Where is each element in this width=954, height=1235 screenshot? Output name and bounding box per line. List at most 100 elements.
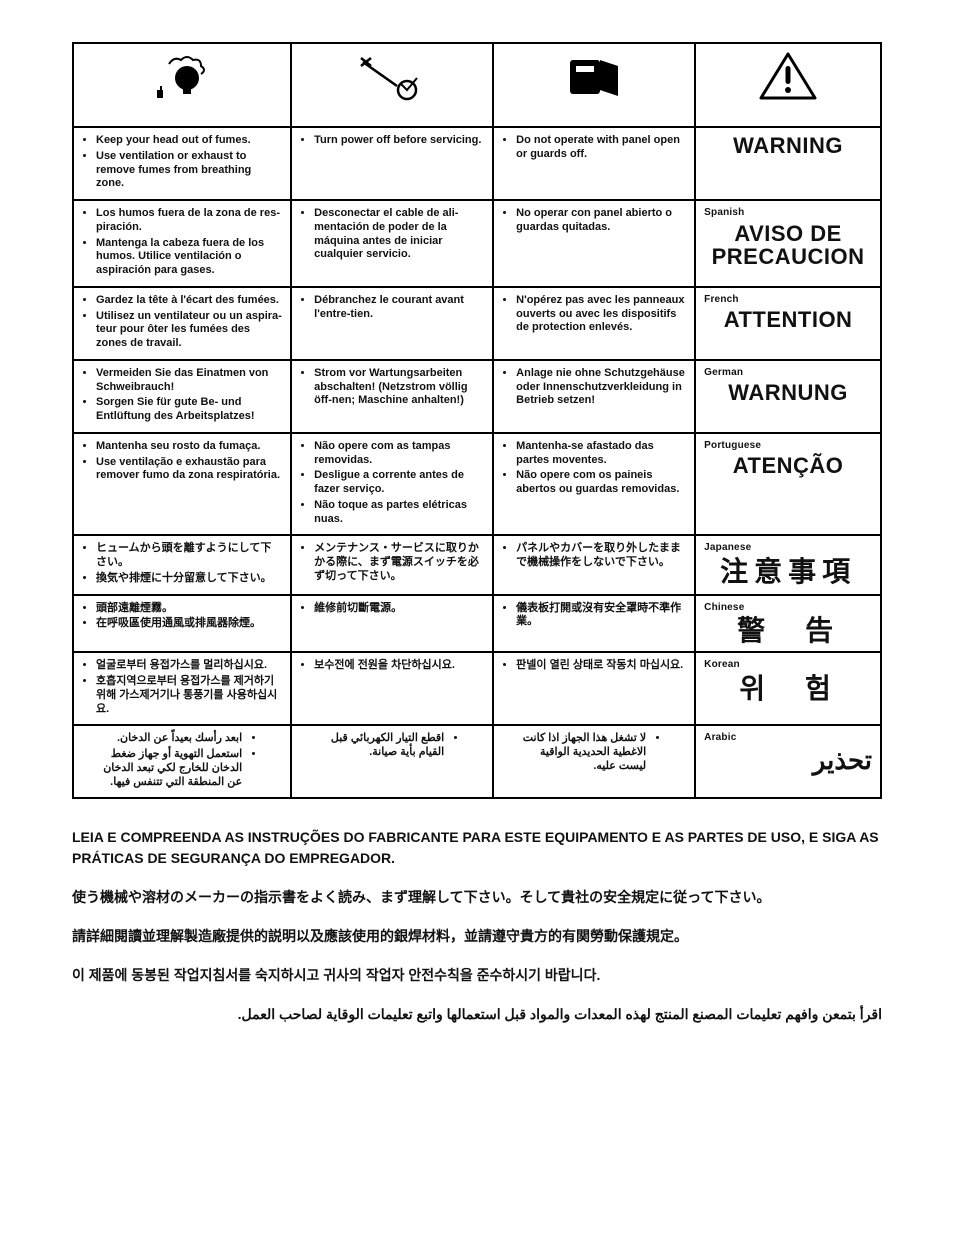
fumes-cell: 頭部遠離煙霧。在呼吸區使用通風或排風器除煙。: [73, 595, 291, 653]
bullet-text: Mantenha seu rosto da fumaça.: [96, 440, 282, 454]
bullet-text: 換気や排煙に十分留意して下さい。: [96, 572, 282, 586]
warning-word-cell: WARNING: [695, 127, 881, 200]
panel-icon-cell: [493, 43, 695, 127]
warning-word-cell: Korean 위 험: [695, 652, 881, 725]
bullet-text: ヒュームから頭を離すようにして下さい。: [96, 542, 282, 570]
table-row: Keep your head out of fumes. Use ventilat…: [73, 127, 881, 200]
bullet-text: Turn power off before servicing.: [314, 134, 484, 148]
fumes-cell: 얼굴로부터 용접가스를 멀리하십시요. 호흡지역으로부터 용접가스를 제거하기 위…: [73, 652, 291, 725]
fumes-cell: Mantenha seu rosto da fumaça. Use ventila…: [73, 433, 291, 536]
warning-word: تحذير: [704, 747, 872, 774]
footer-line: اقرأ بتمعن وافهم تعليمات المصنع المنتج ل…: [72, 1004, 882, 1025]
fumes-cell: Los humos fuera de la zona de res-piraci…: [73, 200, 291, 287]
warning-word-cell: Japanese注意事項: [695, 535, 881, 594]
bullet-text: Sorgen Sie für gute Be- und Entlüftung d…: [96, 396, 282, 424]
bullet-text: Anlage nie ohne Schutzgehäuse oder Innen…: [516, 367, 686, 408]
service-cell: メンテナンス・サービスに取りかかる際に、まず電源スイッチを必ず切って下さい。: [291, 535, 493, 594]
footer-line: 使う機械や溶材のメーカーの指示書をよく読み、まず理解して下さい。そして貴社の安全…: [72, 887, 882, 908]
bullet-text: No operar con panel abierto o guardas qu…: [516, 207, 686, 235]
bullet-text: メンテナンス・サービスに取りかかる際に、まず電源スイッチを必ず切って下さい。: [314, 542, 484, 583]
fumes-cell: ヒュームから頭を離すようにして下さい。換気や排煙に十分留意して下さい。: [73, 535, 291, 594]
bullet-text: Não opere com os paineis abertos ou guar…: [516, 469, 686, 497]
icon-row: [73, 43, 881, 127]
bullet-text: 보수전에 전원을 차단하십시요.: [314, 659, 484, 673]
warning-word-cell: Chinese警 告: [695, 595, 881, 653]
table-row: Mantenha seu rosto da fumaça. Use ventila…: [73, 433, 881, 536]
service-cell: Strom vor Wartungsarbeiten abschalten! (…: [291, 360, 493, 433]
warning-word: 注意事項: [704, 557, 872, 586]
warning-icon-cell: [695, 43, 881, 127]
fumes-cell: Vermeiden Sie das Einatmen von Schweibra…: [73, 360, 291, 433]
warning-word: AVISO DE PRECAUCION: [704, 222, 872, 268]
language-label: Arabic: [704, 732, 872, 745]
bullet-text: Gardez la tête à l'écart des fumées.: [96, 294, 282, 308]
warning-word-cell: Spanish AVISO DE PRECAUCION: [695, 200, 881, 287]
bullet-text: Desconectar el cable de ali-mentación de…: [314, 207, 484, 262]
panel-open-icon: [562, 50, 626, 102]
fumes-icon-cell: [73, 43, 291, 127]
table-row: ヒュームから頭を離すようにして下さい。換気や排煙に十分留意して下さい。メンテナン…: [73, 535, 881, 594]
panel-cell: No operar con panel abierto o guardas qu…: [493, 200, 695, 287]
table-row: ابعد رأسك بعيداً عن الدخان.استعمل التهوي…: [73, 725, 881, 798]
fumes-cell: ابعد رأسك بعيداً عن الدخان.استعمل التهوي…: [73, 725, 291, 798]
table-row: Gardez la tête à l'écart des fumées.Util…: [73, 287, 881, 360]
warning-word: 위 험: [704, 674, 872, 703]
panel-cell: 판넬이 열린 상태로 작동치 마십시요.: [493, 652, 695, 725]
table-row: 頭部遠離煙霧。在呼吸區使用通風或排風器除煙。 維修前切斷電源。 儀表板打開或沒有安全…: [73, 595, 881, 653]
bullet-text: Mantenha-se afastado das partes moventes…: [516, 440, 686, 468]
language-label: Portuguese: [704, 440, 872, 453]
warning-word: WARNUNG: [704, 381, 872, 404]
panel-cell: Anlage nie ohne Schutzgehäuse oder Innen…: [493, 360, 695, 433]
panel-cell: Do not operate with panel open or guards…: [493, 127, 695, 200]
service-cell: Débranchez le courant avant l'entre-tien…: [291, 287, 493, 360]
bullet-text: 儀表板打開或沒有安全罩時不準作業。: [516, 602, 686, 630]
warning-word: ATTENTION: [704, 308, 872, 331]
warning-word: ATENÇÃO: [704, 454, 872, 477]
bullet-text: 호흡지역으로부터 용접가스를 제거하기 위해 가스제거기나 통풍기를 사용하십시…: [96, 675, 282, 716]
warning-word-cell: Arabic تحذير: [695, 725, 881, 798]
panel-cell: لا تشغل هذا الجهاز اذا كانت الاغطية الحد…: [493, 725, 695, 798]
bullet-text: Strom vor Wartungsarbeiten abschalten! (…: [314, 367, 484, 408]
bullet-text: Mantenga la cabeza fuera de los humos. U…: [96, 237, 282, 278]
table-row: 얼굴로부터 용접가스를 멀리하십시요. 호흡지역으로부터 용접가스를 제거하기 위…: [73, 652, 881, 725]
bullet-text: Débranchez le courant avant l'entre-tien…: [314, 294, 484, 322]
bullet-text: Não toque as partes elétricas nuas.: [314, 499, 484, 527]
fumes-cell: Keep your head out of fumes. Use ventilat…: [73, 127, 291, 200]
bullet-text: 維修前切斷電源。: [314, 602, 484, 616]
footer-instructions: LEIA E COMPREENDA AS INSTRUÇÕES DO FABRI…: [72, 827, 882, 1025]
language-label: German: [704, 367, 872, 380]
warning-table: Keep your head out of fumes. Use ventilat…: [72, 42, 882, 799]
service-cell: 維修前切斷電源。: [291, 595, 493, 653]
bullet-text: 在呼吸區使用通風或排風器除煙。: [96, 617, 282, 631]
welder-fumes-icon: [147, 50, 217, 102]
bullet-text: Keep your head out of fumes.: [96, 134, 282, 148]
service-cell: Turn power off before servicing.: [291, 127, 493, 200]
bullet-text: 얼굴로부터 용접가스를 멀리하십시요.: [96, 659, 282, 673]
panel-cell: 儀表板打開或沒有安全罩時不準作業。: [493, 595, 695, 653]
bullet-text: Desligue a corrente antes de fazer servi…: [314, 469, 484, 497]
bullet-text: パネルやカバーを取り外したままで機械操作をしないで下さい。: [516, 542, 686, 570]
language-label: French: [704, 294, 872, 307]
servicing-icon: [357, 50, 427, 102]
warning-word-cell: GermanWARNUNG: [695, 360, 881, 433]
footer-line: LEIA E COMPREENDA AS INSTRUÇÕES DO FABRI…: [72, 827, 882, 869]
warning-word-cell: FrenchATTENTION: [695, 287, 881, 360]
bullet-text: ابعد رأسك بعيداً عن الدخان.: [96, 732, 242, 746]
safety-warning-page: Keep your head out of fumes. Use ventilat…: [0, 0, 954, 1083]
service-cell: Desconectar el cable de ali-mentación de…: [291, 200, 493, 287]
service-cell: 보수전에 전원을 차단하십시요.: [291, 652, 493, 725]
language-label: Chinese: [704, 602, 872, 615]
bullet-text: N'opérez pas avec les panneaux ouverts o…: [516, 294, 686, 335]
panel-cell: N'opérez pas avec les panneaux ouverts o…: [493, 287, 695, 360]
service-cell: اقطع التيار الكهربائي قبل القيام بأية صي…: [291, 725, 493, 798]
table-row: Los humos fuera de la zona de res-piraci…: [73, 200, 881, 287]
bullet-text: Vermeiden Sie das Einatmen von Schweibra…: [96, 367, 282, 395]
warning-word: 警 告: [704, 616, 872, 645]
language-label: Korean: [704, 659, 872, 672]
language-label: Spanish: [704, 207, 872, 220]
bullet-text: اقطع التيار الكهربائي قبل القيام بأية صي…: [314, 732, 444, 760]
warning-word-cell: PortugueseATENÇÃO: [695, 433, 881, 536]
footer-line: 請詳細閱讀並理解製造廠提供的説明以及應該使用的銀焊材料，並請遵守貴方的有関勞動保…: [72, 926, 882, 947]
bullet-text: Use ventilação e exhaustão para remover …: [96, 456, 282, 484]
bullet-text: Use ventilation or exhaust to remove fum…: [96, 150, 282, 191]
